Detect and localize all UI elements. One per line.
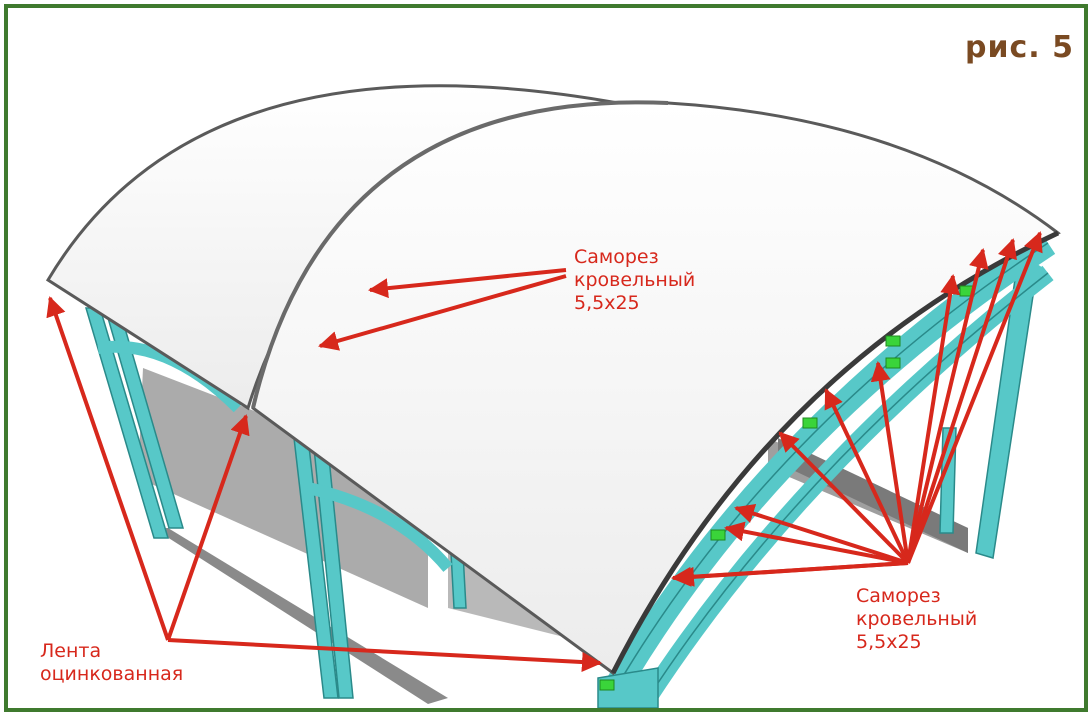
callout-right-line-3: 5,5х25 — [856, 631, 922, 653]
callout-right-screw: Саморез кровельный 5,5х25 — [856, 585, 977, 654]
callout-arrows — [46, 231, 1043, 673]
figure-frame: рис. 5 Саморез кровельный 5,5х25 Саморез… — [4, 4, 1088, 712]
figure-label: рис. 5 — [965, 30, 1074, 65]
callout-right-line-2: кровельный — [856, 608, 978, 630]
callout-top-line-3: 5,5х25 — [574, 292, 640, 314]
callout-right-line-1: Саморез — [856, 585, 941, 607]
roof-seam — [251, 100, 669, 409]
callout-left-tape: Лента оцинкованная — [40, 640, 183, 686]
callout-top-line-1: Саморез — [574, 246, 659, 268]
callout-left-line-1: Лента — [40, 640, 102, 662]
callout-left-line-2: оцинкованная — [40, 663, 184, 685]
canopy-diagram — [45, 84, 1061, 708]
callout-top-screw: Саморез кровельный 5,5х25 — [574, 246, 695, 315]
callout-top-line-2: кровельный — [574, 269, 696, 291]
